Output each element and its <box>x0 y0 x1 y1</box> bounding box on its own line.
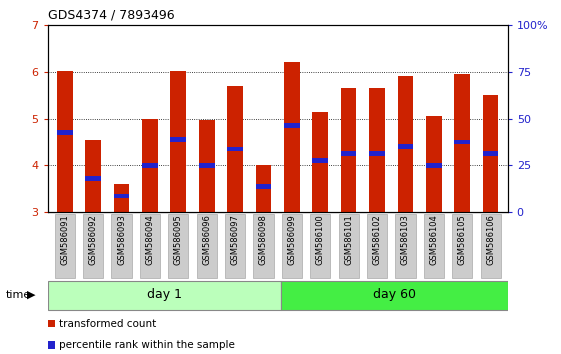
Bar <box>280 281 508 310</box>
Bar <box>454 140 470 144</box>
Bar <box>112 214 132 278</box>
Bar <box>57 130 72 135</box>
Bar <box>341 88 356 212</box>
Bar <box>256 165 272 212</box>
Text: GSM586099: GSM586099 <box>287 215 296 265</box>
Bar <box>256 184 272 189</box>
Bar <box>54 214 75 278</box>
Text: GSM586097: GSM586097 <box>231 215 240 265</box>
Text: GSM586102: GSM586102 <box>373 215 381 265</box>
Bar <box>341 152 356 156</box>
Bar <box>114 184 130 212</box>
Bar <box>142 163 158 168</box>
Text: time: time <box>6 290 31 300</box>
Text: GSM586093: GSM586093 <box>117 215 126 265</box>
Bar <box>168 214 188 278</box>
Bar <box>225 214 245 278</box>
Bar <box>171 71 186 212</box>
Bar <box>483 95 499 212</box>
Bar <box>454 74 470 212</box>
Text: GSM586104: GSM586104 <box>429 215 438 265</box>
Bar <box>196 214 217 278</box>
Text: GSM586105: GSM586105 <box>458 215 467 265</box>
Bar <box>424 214 444 278</box>
Bar <box>284 123 300 128</box>
Text: GSM586092: GSM586092 <box>89 215 98 265</box>
Text: GDS4374 / 7893496: GDS4374 / 7893496 <box>48 8 174 21</box>
Bar <box>481 214 501 278</box>
Bar <box>398 76 413 212</box>
Bar <box>369 152 385 156</box>
Bar <box>140 214 160 278</box>
Bar <box>199 120 214 212</box>
Text: transformed count: transformed count <box>59 319 157 329</box>
Bar <box>199 163 214 168</box>
Bar <box>339 214 359 278</box>
Bar <box>312 159 328 163</box>
Text: GSM586091: GSM586091 <box>60 215 69 265</box>
Bar <box>396 214 416 278</box>
Bar <box>369 88 385 212</box>
Bar <box>254 214 274 278</box>
Bar <box>171 137 186 142</box>
Bar <box>57 71 72 212</box>
Text: GSM586096: GSM586096 <box>202 215 211 265</box>
Bar <box>85 176 101 181</box>
Text: GSM586103: GSM586103 <box>401 215 410 265</box>
Bar <box>426 116 442 212</box>
Bar <box>142 119 158 212</box>
Bar <box>114 194 130 198</box>
Text: GSM586106: GSM586106 <box>486 215 495 265</box>
Bar <box>310 214 330 278</box>
Bar <box>367 214 387 278</box>
Bar <box>312 112 328 212</box>
Bar <box>48 281 280 310</box>
Bar <box>227 86 243 212</box>
Bar <box>426 163 442 168</box>
Text: day 1: day 1 <box>146 289 182 302</box>
Text: ▶: ▶ <box>26 290 35 300</box>
Bar <box>452 214 472 278</box>
Bar <box>398 144 413 149</box>
Text: day 60: day 60 <box>373 289 416 302</box>
Bar <box>227 147 243 152</box>
Text: GSM586094: GSM586094 <box>145 215 154 265</box>
Bar <box>83 214 103 278</box>
Text: GSM586100: GSM586100 <box>316 215 325 265</box>
Text: GSM586101: GSM586101 <box>344 215 353 265</box>
Text: GSM586098: GSM586098 <box>259 215 268 265</box>
Bar <box>282 214 302 278</box>
Text: GSM586095: GSM586095 <box>174 215 183 265</box>
Bar <box>483 152 499 156</box>
Bar <box>85 140 101 212</box>
Bar <box>284 62 300 212</box>
Text: percentile rank within the sample: percentile rank within the sample <box>59 340 236 350</box>
